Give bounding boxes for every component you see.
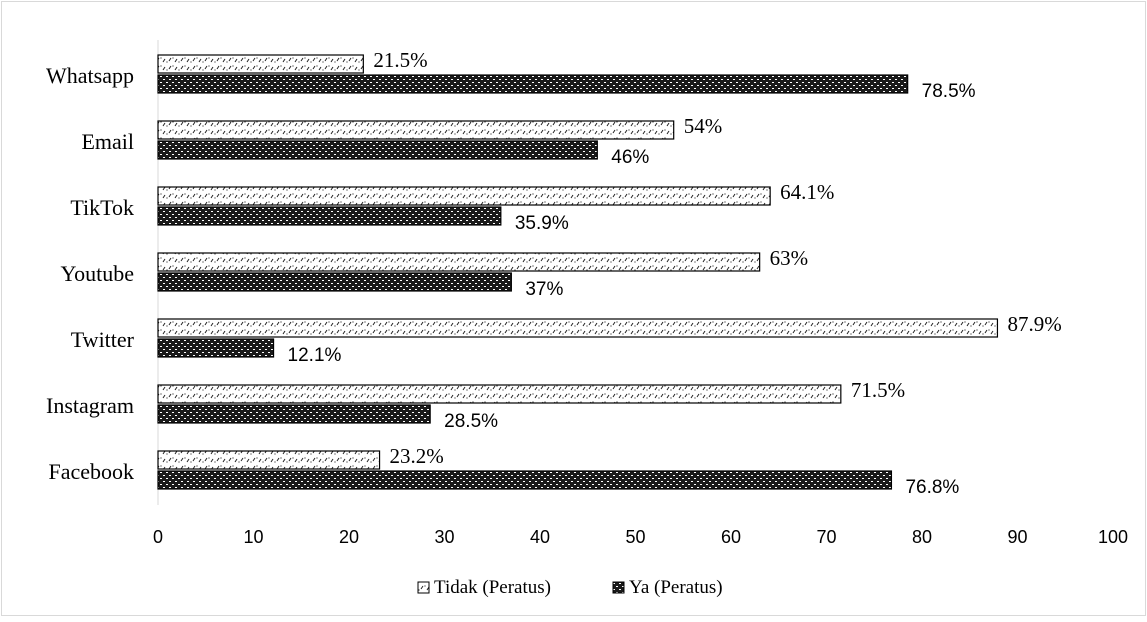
data-label-tidak: 21.5%: [373, 48, 427, 72]
x-tick-label: 30: [434, 527, 454, 547]
bar-tidak: [157, 252, 761, 272]
legend: Tidak (Peratus) Ya (Peratus): [417, 577, 723, 598]
bar-tidak: [157, 318, 999, 338]
data-label-tidak: 87.9%: [1007, 312, 1061, 336]
legend-swatch: [417, 581, 430, 594]
bar-ya: [157, 338, 275, 358]
bar-ya: [157, 404, 431, 424]
data-label-tidak: 23.2%: [390, 444, 444, 468]
category-label: Youtube: [60, 261, 134, 286]
category-label: Email: [81, 129, 134, 154]
x-tick-label: 80: [912, 527, 932, 547]
category-label: Instagram: [46, 393, 134, 418]
bar-tidak: [157, 186, 771, 206]
data-label-tidak: 71.5%: [851, 378, 905, 402]
category-label: TikTok: [70, 195, 134, 220]
bar-ya: [157, 206, 502, 226]
legend-label: Tidak (Peratus): [434, 577, 551, 598]
data-label-ya: 78.5%: [922, 81, 976, 102]
x-tick-label: 100: [1098, 527, 1128, 547]
x-tick-label: 90: [1007, 527, 1027, 547]
x-tick-label: 0: [153, 527, 163, 547]
legend-label: Ya (Peratus): [629, 577, 723, 598]
plot-area: Whatsapp 21.5% 78.5% Email 54% 46% TikTok 64.1%…: [46, 40, 1128, 547]
category-label: Twitter: [71, 327, 135, 352]
data-label-tidak: 54%: [684, 114, 723, 138]
data-label-ya: 76.8%: [905, 477, 959, 498]
data-label-tidak: 64.1%: [780, 180, 834, 204]
bar-ya: [157, 140, 598, 160]
x-tick-label: 20: [339, 527, 359, 547]
data-label-ya: 35.9%: [515, 213, 569, 234]
data-label-ya: 28.5%: [444, 411, 498, 432]
data-label-ya: 46%: [611, 147, 649, 168]
data-label-ya: 37%: [525, 279, 563, 300]
category-label: Facebook: [48, 459, 134, 484]
category-label: Whatsapp: [46, 63, 134, 88]
x-tick-label: 50: [625, 527, 645, 547]
x-tick-label: 10: [243, 527, 263, 547]
x-tick-label: 60: [721, 527, 741, 547]
bar-tidak: [157, 384, 842, 404]
bar-ya: [157, 74, 909, 94]
bar-tidak: [157, 54, 364, 74]
bar-tidak: [157, 120, 675, 140]
data-label-ya: 12.1%: [288, 345, 342, 366]
x-tick-label: 40: [530, 527, 550, 547]
bar-ya: [157, 470, 893, 490]
data-label-tidak: 63%: [770, 246, 809, 270]
legend-swatch: [612, 581, 625, 594]
bar-ya: [157, 272, 512, 292]
bar-tidak: [157, 450, 381, 470]
x-tick-label: 70: [816, 527, 836, 547]
